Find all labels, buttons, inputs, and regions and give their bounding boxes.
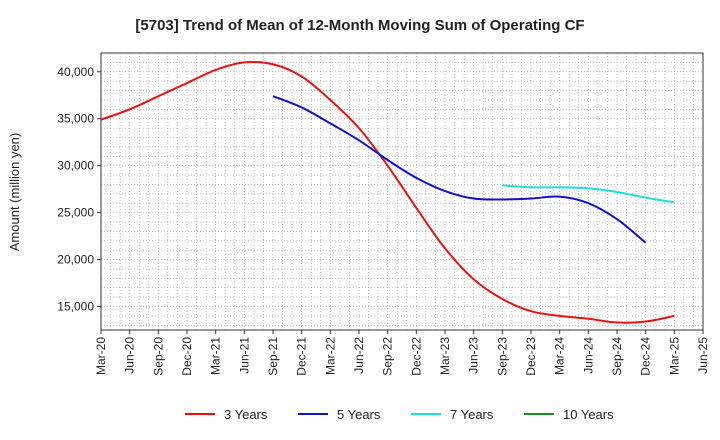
x-tick-label: Sep-23 bbox=[495, 337, 509, 376]
y-tick-label: 35,000 bbox=[57, 112, 94, 126]
x-tick-label: Mar-20 bbox=[94, 337, 108, 375]
legend-label: 7 Years bbox=[450, 407, 494, 422]
grid bbox=[101, 52, 703, 330]
y-axis: 15,000 20,000 25,000 30,000 35,000 40,000 bbox=[57, 65, 101, 314]
x-tick-label: Dec-20 bbox=[180, 337, 194, 376]
x-tick-label: Sep-21 bbox=[266, 337, 280, 376]
x-tick-label: Jun-22 bbox=[352, 337, 366, 374]
y-axis-label: Amount (million yen) bbox=[7, 133, 22, 252]
x-tick-label: Mar-21 bbox=[209, 337, 223, 375]
x-tick-label: Dec-21 bbox=[295, 337, 309, 376]
x-tick-label: Mar-22 bbox=[323, 337, 337, 375]
series-line-5-years bbox=[272, 95, 647, 244]
legend: 3 Years 5 Years 7 Years 10 Years bbox=[185, 407, 614, 422]
y-tick-label: 15,000 bbox=[57, 300, 94, 314]
x-tick-label: Dec-22 bbox=[409, 337, 423, 376]
chart-title: [5703] Trend of Mean of 12-Month Moving … bbox=[135, 17, 584, 34]
y-tick-label: 30,000 bbox=[57, 159, 94, 173]
x-tick-label: Sep-24 bbox=[610, 337, 624, 376]
x-tick-label: Jun-23 bbox=[467, 337, 481, 374]
legend-label: 5 Years bbox=[337, 407, 381, 422]
y-tick-label: 25,000 bbox=[57, 206, 94, 220]
x-axis: Mar-20 Jun-20 Sep-20 Dec-20 Mar-21 Jun-21 Sep-… bbox=[94, 330, 710, 376]
x-tick-label: Jun-24 bbox=[581, 337, 595, 374]
plot-area bbox=[100, 52, 704, 331]
series-line-3-years bbox=[100, 60, 675, 324]
y-tick-label: 40,000 bbox=[57, 65, 94, 79]
x-tick-label: Sep-22 bbox=[381, 337, 395, 376]
x-tick-label: Sep-20 bbox=[151, 337, 165, 376]
x-tick-label: Mar-25 bbox=[667, 337, 681, 375]
x-tick-label: Mar-24 bbox=[553, 337, 567, 375]
series-layer bbox=[100, 60, 675, 324]
x-tick-label: Dec-24 bbox=[639, 337, 653, 376]
series-line-7-years bbox=[502, 184, 675, 204]
x-tick-label: Jun-21 bbox=[237, 337, 251, 374]
y-tick-label: 20,000 bbox=[57, 253, 94, 267]
x-tick-label: Jun-25 bbox=[696, 337, 710, 374]
legend-label: 3 Years bbox=[224, 407, 268, 422]
legend-label: 10 Years bbox=[563, 407, 614, 422]
x-tick-label: Dec-23 bbox=[524, 337, 538, 376]
x-tick-label: Mar-23 bbox=[438, 337, 452, 375]
x-tick-label: Jun-20 bbox=[123, 337, 137, 374]
